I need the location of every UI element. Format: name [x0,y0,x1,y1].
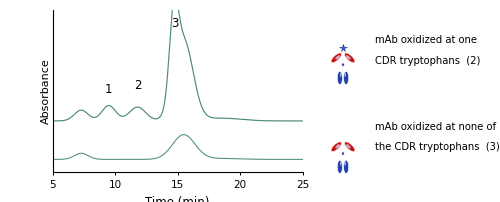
Ellipse shape [346,55,350,59]
Ellipse shape [344,71,349,85]
Ellipse shape [344,160,349,174]
Ellipse shape [338,146,339,147]
Ellipse shape [337,160,342,174]
Ellipse shape [340,162,342,166]
Text: the CDR tryptophans  (3): the CDR tryptophans (3) [375,142,500,153]
Text: mAb oxidized at none of: mAb oxidized at none of [375,122,496,132]
Ellipse shape [346,144,350,148]
Ellipse shape [344,73,346,77]
Ellipse shape [340,73,342,77]
Ellipse shape [337,71,342,85]
Ellipse shape [331,142,342,152]
Text: 3: 3 [172,17,178,30]
Ellipse shape [344,53,355,63]
Ellipse shape [342,63,344,66]
Ellipse shape [338,57,339,59]
Text: 1: 1 [105,83,112,96]
X-axis label: Time (min): Time (min) [146,196,210,202]
Ellipse shape [342,152,344,155]
Text: 2: 2 [134,79,141,93]
Ellipse shape [347,57,348,59]
Text: mAb oxidized at one: mAb oxidized at one [375,35,477,45]
Ellipse shape [347,146,348,147]
Y-axis label: Absorbance: Absorbance [41,58,51,124]
Ellipse shape [344,162,346,166]
Ellipse shape [331,53,342,63]
Ellipse shape [336,55,340,59]
Ellipse shape [344,142,355,152]
Ellipse shape [336,144,340,148]
Text: CDR tryptophans  (2): CDR tryptophans (2) [375,56,480,66]
